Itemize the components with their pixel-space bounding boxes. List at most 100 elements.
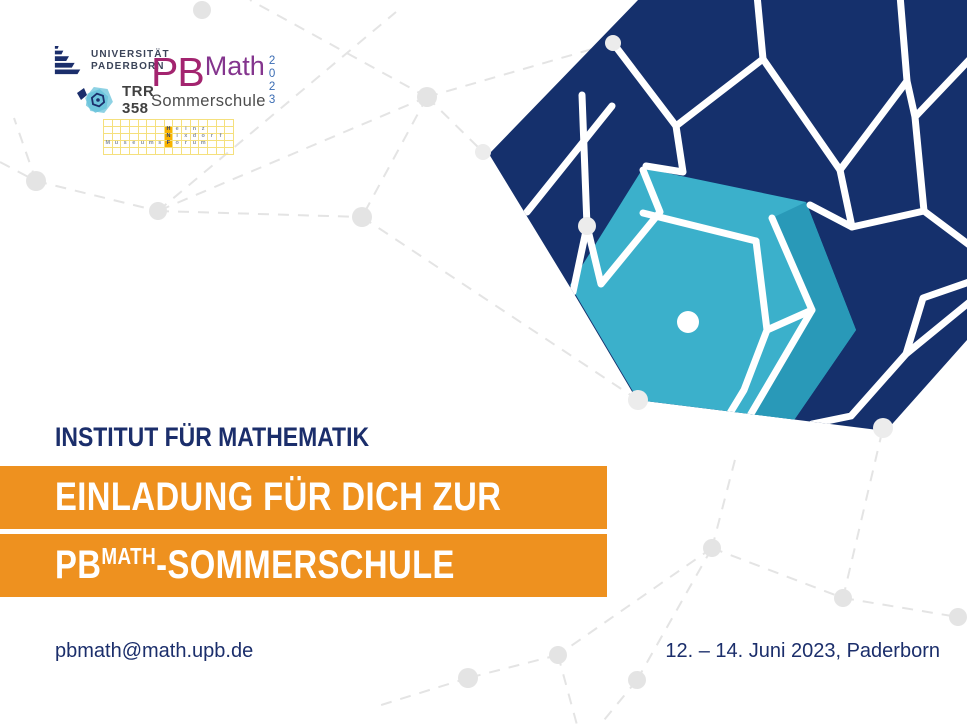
- hnf-grid-cell: [208, 120, 217, 127]
- hnf-grid-cell: M: [104, 141, 113, 148]
- hnf-grid-cell: [199, 148, 208, 155]
- hnf-grid-cell: f: [216, 134, 226, 141]
- hnf-grid-cell: s: [156, 141, 165, 148]
- hnf-grid-cell: [216, 148, 226, 155]
- hnf-grid-cell: [225, 127, 234, 134]
- hnf-grid-cell: [156, 120, 165, 127]
- hnf-grid-cell: [225, 134, 234, 141]
- hnf-grid-cell: s: [121, 141, 130, 148]
- hnf-grid-cell: [112, 120, 122, 127]
- hnf-grid-cell: [104, 127, 113, 134]
- hnf-grid-cell: [130, 120, 139, 127]
- hnf-grid-cell: [121, 127, 130, 134]
- hnf-grid-cell: [130, 134, 139, 141]
- hnf-grid-cell: [225, 120, 234, 127]
- hnf-grid-cell: [225, 148, 234, 155]
- upb-logo: UNIVERSITÄT PADERBORN: [53, 45, 170, 77]
- headline-banner-2: PBMATH-SOMMERSCHULE: [0, 534, 607, 597]
- hnf-grid-cell: [147, 120, 156, 127]
- hnf-grid-cell: n: [190, 127, 200, 134]
- hnf-grid-cell: [156, 127, 165, 134]
- hnf-grid-cell: [173, 120, 182, 127]
- trr-logo-icon: [77, 87, 113, 113]
- hnf-grid-cell: [121, 120, 130, 127]
- hnf-grid-cell: i: [182, 127, 191, 134]
- hnf-grid-cell: [104, 148, 113, 155]
- event-date-location: 12. – 14. Juni 2023, Paderborn: [665, 640, 940, 662]
- department-title: INSTITUT FÜR MATHEMATIK: [55, 422, 370, 452]
- hnf-grid-cell: m: [147, 141, 156, 148]
- hnf-grid-cell: m: [199, 141, 208, 148]
- hnf-grid-cell: [156, 134, 165, 141]
- hnf-grid-cell: [112, 127, 122, 134]
- hnf-grid-cell: e: [130, 141, 139, 148]
- hnf-grid-cell: [173, 148, 182, 155]
- pbmath-pb: PB: [151, 49, 205, 95]
- trr-line1: TRR: [122, 83, 155, 100]
- hnf-grid-cell: i: [173, 134, 182, 141]
- hnf-grid-cell: [208, 148, 217, 155]
- center-dot: [677, 311, 699, 333]
- headline-line2: PBMATH-SOMMERSCHULE: [55, 543, 455, 588]
- trr-logo: TRR 358: [74, 78, 154, 122]
- tessellation-artwork: [489, 0, 967, 431]
- trr-logo-text: TRR 358: [122, 83, 154, 117]
- hnf-grid-cell: [147, 134, 156, 141]
- hnf-grid-cell: [112, 148, 122, 155]
- hnf-grid-cell: [138, 120, 148, 127]
- hnf-grid-cell: [138, 148, 148, 155]
- hnf-grid-cell: [208, 127, 217, 134]
- headline-line2-superscript: MATH: [101, 543, 157, 569]
- hnf-grid-cell: N: [164, 134, 174, 141]
- upb-logo-icon: [54, 45, 81, 75]
- hnf-grid-cell: [104, 120, 113, 127]
- hnf-grid-cell: [216, 120, 226, 127]
- headline-line2-prefix: PB: [55, 543, 102, 587]
- hnf-grid-cell: [216, 127, 226, 134]
- hnf-grid-cell: H: [164, 127, 174, 134]
- hnf-grid-cell: [147, 148, 156, 155]
- hnf-grid-cell: [190, 120, 200, 127]
- hnf-grid-cell: x: [182, 134, 191, 141]
- trr-line2: 358: [122, 100, 149, 117]
- hnf-grid-cell: [216, 141, 226, 148]
- network-overlay-nodes: [475, 35, 893, 438]
- hnf-grid-cell: [182, 120, 191, 127]
- hnf-grid-cell: [164, 148, 174, 155]
- hnf-grid-cell: [121, 148, 130, 155]
- hnf-grid-cell: [182, 148, 191, 155]
- hnf-grid-cell: [225, 141, 234, 148]
- hnf-grid-cell: [104, 134, 113, 141]
- hnf-grid-cell: [147, 127, 156, 134]
- hnf-grid-cell: [156, 148, 165, 155]
- hnf-grid-cell: [130, 127, 139, 134]
- hnf-grid-cell: F: [164, 141, 174, 148]
- hnf-grid-cell: [130, 148, 139, 155]
- upb-logo-text: UNIVERSITÄT PADERBORN: [91, 49, 170, 73]
- upb-line1: UNIVERSITÄT: [91, 49, 170, 60]
- hnf-grid-cell: u: [112, 141, 122, 148]
- headline-line2-suffix: -SOMMERSCHULE: [156, 543, 455, 587]
- hnf-grid-cell: [138, 127, 148, 134]
- hnf-grid-cell: [138, 134, 148, 141]
- hnf-grid-cell: [164, 120, 174, 127]
- hnf-grid-cell: d: [190, 134, 200, 141]
- hnf-grid-cell: u: [190, 141, 200, 148]
- hnf-grid-cell: o: [173, 141, 182, 148]
- hnf-grid-cell: [112, 134, 122, 141]
- hnf-grid-cell: e: [173, 127, 182, 134]
- hnf-grid-cell: z: [199, 127, 208, 134]
- pbmath-math: Math: [204, 51, 265, 81]
- pbmath-subtitle: Sommerschule: [151, 92, 266, 110]
- hnf-grid-cell: [208, 141, 217, 148]
- upb-line2: PADERBORN: [91, 61, 165, 72]
- hnf-grid-cell: r: [208, 134, 217, 141]
- headline-banner-1: EINLADUNG FÜR DICH ZUR: [0, 466, 607, 529]
- hnf-grid-cell: [199, 120, 208, 127]
- hnf-grid-cell: [121, 134, 130, 141]
- pbmath-year-2023: 2 0 2 3: [268, 55, 276, 106]
